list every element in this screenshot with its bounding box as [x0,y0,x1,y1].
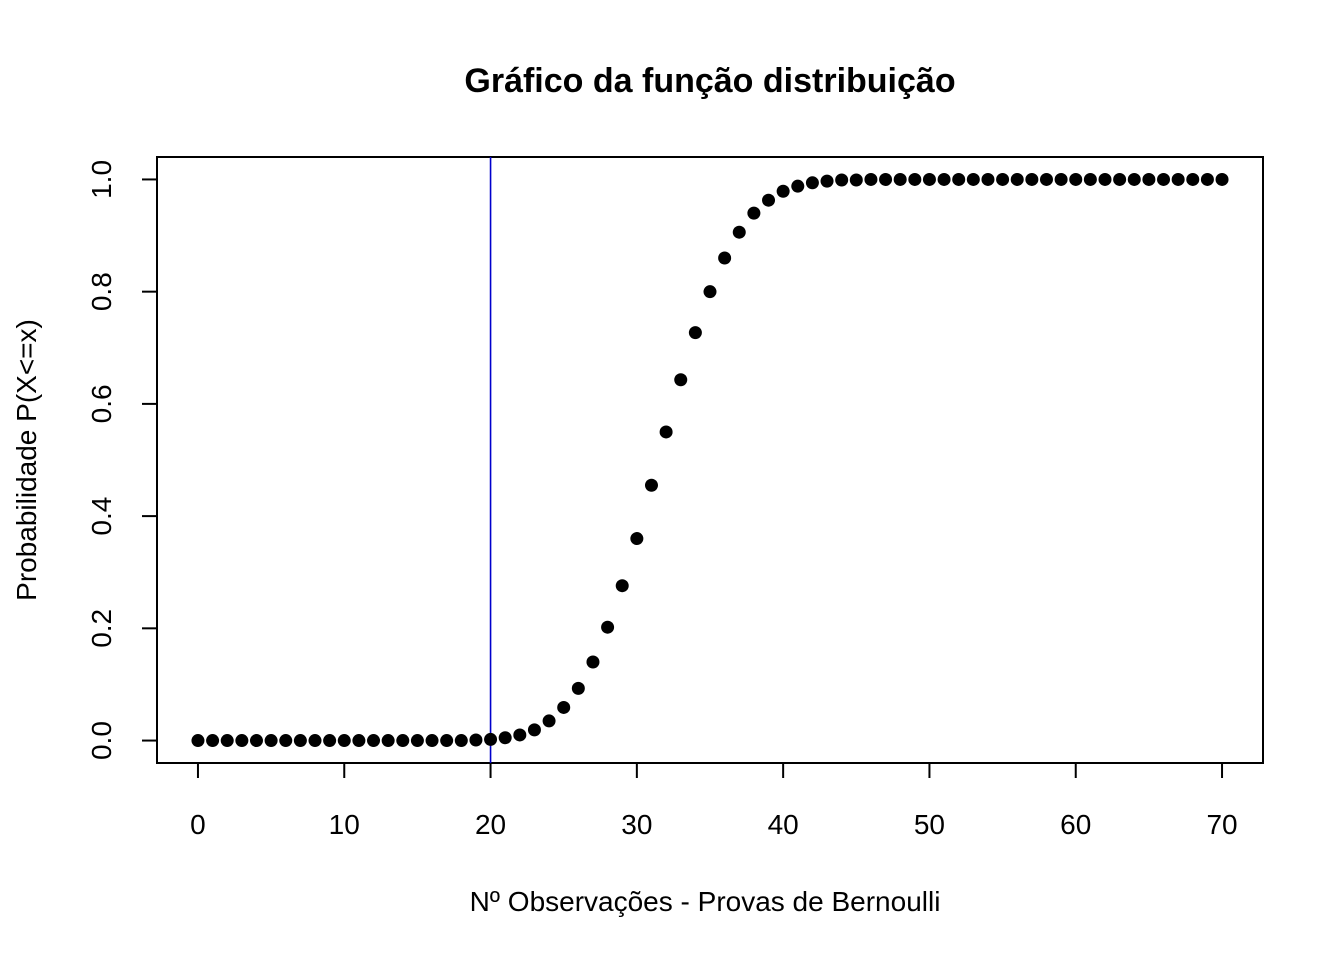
data-point [879,172,893,186]
data-point [323,734,337,748]
data-point [235,734,249,748]
y-tick-label: 1.0 [86,160,117,199]
y-axis: 0.0 0.2 0.4 0.6 0.8 1.0 [86,160,158,760]
data-point [1069,172,1083,186]
data-point [996,172,1010,186]
data-points [191,172,1229,748]
data-point [966,172,980,186]
data-point [1215,172,1229,186]
data-point [659,425,673,439]
data-point [908,172,922,186]
data-point [747,206,761,220]
data-point [557,700,571,714]
data-point [776,184,790,198]
y-axis-label: Probabilidade P(X<=x) [11,319,42,601]
data-point [1054,172,1068,186]
data-point [718,251,732,265]
x-tick-label: 30 [621,809,652,840]
x-tick-label: 0 [190,809,206,840]
data-point [1098,172,1112,186]
data-point [732,225,746,239]
data-point [893,172,907,186]
data-point [352,734,366,748]
x-tick-label: 20 [475,809,506,840]
data-point [308,734,322,748]
data-point [527,723,541,737]
data-point [601,620,615,634]
data-point [864,172,878,186]
data-point [688,326,702,340]
y-tick-label: 0.2 [86,609,117,648]
data-point [484,732,498,746]
data-point [249,734,263,748]
data-point [674,373,688,387]
y-tick-label: 0.0 [86,721,117,760]
data-point [762,193,776,207]
data-point [981,172,995,186]
plot-frame [156,156,1264,764]
data-point [1025,172,1039,186]
data-point [571,681,585,695]
data-point [849,173,863,187]
data-point [293,734,307,748]
data-point [191,734,205,748]
data-point [952,172,966,186]
x-tick-label: 10 [329,809,360,840]
data-point [1010,172,1024,186]
data-point [469,733,483,747]
data-point [440,734,454,748]
data-point [542,714,556,728]
data-point [791,179,805,193]
data-point [513,728,527,742]
data-point [367,734,381,748]
data-point [615,579,629,593]
data-point [820,174,834,188]
data-point [644,478,658,492]
data-point [1200,172,1214,186]
data-point [630,532,644,546]
y-tick-label: 0.6 [86,384,117,423]
x-tick-label: 70 [1206,809,1237,840]
data-point [381,734,395,748]
chart-title: Gráfico da função distribuição [464,62,955,100]
data-point [454,734,468,748]
data-point [922,172,936,186]
x-axis: 0 10 20 30 40 50 60 70 [190,762,1238,840]
data-point [1186,172,1200,186]
data-point [1039,172,1053,186]
data-point [1157,172,1171,186]
x-tick-label: 40 [768,809,799,840]
data-point [337,734,351,748]
data-point [586,655,600,669]
data-point [835,173,849,187]
data-point [1113,172,1127,186]
y-tick-label: 0.4 [86,497,117,536]
data-point [206,734,220,748]
data-point [937,172,951,186]
data-point [1171,172,1185,186]
data-point [805,176,819,190]
data-point [264,734,278,748]
x-tick-label: 50 [914,809,945,840]
data-point [425,734,439,748]
data-point [396,734,410,748]
data-point [220,734,234,748]
data-point [703,285,717,299]
data-point [1142,172,1156,186]
data-point [498,731,512,745]
data-point [410,734,424,748]
x-tick-label: 60 [1060,809,1091,840]
y-tick-label: 0.8 [86,272,117,311]
x-axis-label: Nº Observações - Provas de Bernoulli [470,886,941,917]
data-point [1127,172,1141,186]
data-point [1083,172,1097,186]
data-point [279,734,293,748]
